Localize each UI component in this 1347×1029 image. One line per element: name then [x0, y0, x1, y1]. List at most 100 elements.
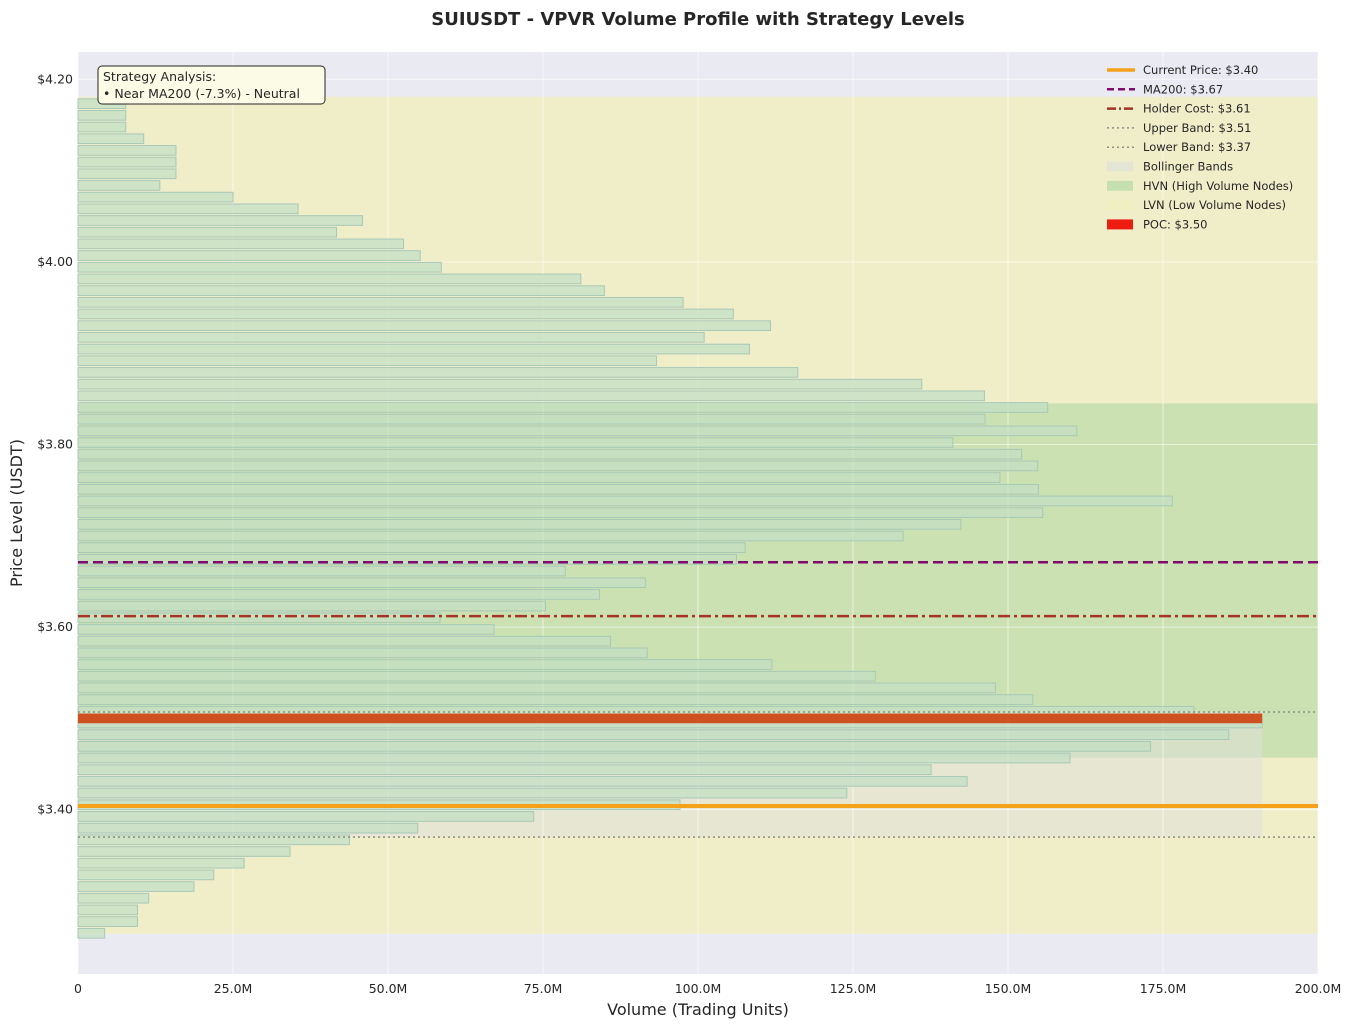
volume-bar [77, 752, 1071, 764]
y-tick-label: $3.40 [37, 802, 73, 817]
legend-label: Current Price: $3.40 [1143, 63, 1258, 77]
volume-bar [77, 343, 750, 355]
volume-bar [77, 740, 1152, 752]
volume-bar [77, 413, 986, 425]
volume-bar [77, 285, 605, 296]
volume-bar [77, 507, 1044, 518]
volume-bar [77, 156, 177, 168]
volume-bar [77, 168, 177, 180]
volume-bar [77, 565, 566, 577]
volume-bar [77, 635, 612, 647]
volume-bar [77, 273, 582, 285]
annotation-line: Strategy Analysis: [103, 69, 216, 84]
volume-bar [77, 191, 234, 203]
volume-bar [77, 869, 215, 881]
volume-bar [77, 542, 746, 554]
legend-swatch [1107, 219, 1133, 230]
volume-bar [77, 367, 799, 378]
y-axis-label: Price Level (USDT) [7, 439, 26, 587]
volume-bar [77, 308, 734, 320]
legend-swatch [1107, 180, 1133, 191]
volume-bar [77, 857, 245, 869]
volume-bar [77, 320, 772, 332]
volume-bar [77, 226, 338, 238]
volume-bar [77, 530, 904, 542]
volume-bar [77, 378, 923, 390]
legend-swatch [1107, 161, 1133, 172]
chart-title: SUIUSDT - VPVR Volume Profile with Strat… [431, 9, 965, 30]
volume-bar [77, 589, 600, 600]
x-tick-label: 125.0M [830, 981, 877, 996]
volume-bar [77, 892, 150, 904]
volume-bar [77, 729, 1230, 740]
x-tick-label: 75.0M [524, 981, 563, 996]
volume-bar [77, 682, 997, 694]
volume-bar [77, 332, 705, 343]
volume-bar [77, 483, 1039, 495]
legend-label: POC: $3.50 [1143, 217, 1207, 231]
volume-bar [77, 927, 106, 939]
x-axis-ticks: 0 25.0M 50.0M 75.0M 100.0M 125.0M 150.0M 175.0M… [74, 981, 1341, 996]
x-tick-label: 150.0M [985, 981, 1032, 996]
poc-bar [78, 713, 1263, 724]
legend-swatch [1107, 200, 1133, 211]
legend-label: Bollinger Bands [1143, 160, 1233, 174]
legend-label: Lower Band: $3.37 [1143, 140, 1251, 154]
volume-bar [77, 811, 535, 822]
volume-bars [77, 98, 1263, 939]
annotation-box [97, 65, 326, 105]
volume-bar [77, 133, 145, 145]
legend-label: LVN (Low Volume Nodes) [1143, 198, 1286, 212]
volume-bar [77, 694, 1034, 705]
y-tick-label: $3.60 [37, 619, 73, 634]
volume-bar [77, 250, 421, 261]
volume-bar [77, 916, 139, 927]
legend: Current Price: $3.40 MA200: $3.67 Holder C… [1107, 63, 1293, 231]
volume-bar [77, 834, 351, 846]
volume-bar [77, 577, 646, 589]
volume-bar [77, 180, 161, 191]
volume-bar [77, 355, 657, 367]
volume-bar [77, 554, 737, 565]
x-tick-label: 0 [74, 981, 82, 996]
volume-bar [77, 612, 441, 624]
volume-bar [77, 776, 968, 787]
volume-bar [77, 296, 684, 308]
volume-bar [77, 437, 954, 448]
x-tick-label: 175.0M [1140, 981, 1187, 996]
y-axis-ticks: $3.40 $3.60 $3.80 $4.00 $4.20 [37, 71, 73, 816]
legend-label: MA200: $3.67 [1143, 82, 1223, 96]
volume-bar [77, 904, 139, 916]
annotation-line: • Near MA200 (-7.3%) - Neutral [103, 86, 300, 101]
volume-bar [77, 600, 546, 612]
volume-bar [77, 121, 127, 133]
volume-bar [77, 390, 985, 402]
volume-bar [77, 670, 876, 682]
volume-bar [77, 203, 299, 215]
volume-bar [77, 647, 648, 659]
volume-bar [77, 460, 1039, 472]
volume-bar [77, 495, 1173, 507]
volume-bar [77, 402, 1049, 413]
y-tick-label: $4.00 [37, 254, 73, 269]
volume-bar [77, 822, 419, 834]
x-tick-label: 50.0M [369, 981, 408, 996]
level-lines [78, 561, 1318, 838]
y-tick-label: $4.20 [37, 71, 73, 86]
volume-bar [77, 787, 848, 799]
volume-bar [77, 659, 773, 670]
y-tick-label: $3.80 [37, 437, 73, 452]
volume-bar [77, 238, 404, 250]
legend-label: Holder Cost: $3.61 [1143, 102, 1251, 116]
volume-bar [77, 448, 1023, 460]
volume-bar [77, 472, 1001, 483]
x-axis-label: Volume (Trading Units) [607, 1000, 789, 1019]
volume-bar [77, 846, 291, 857]
volume-bar [77, 145, 177, 156]
volume-bar [77, 261, 442, 273]
volume-bar [77, 624, 495, 635]
legend-label: HVN (High Volume Nodes) [1143, 179, 1293, 193]
legend-label: Upper Band: $3.51 [1143, 121, 1251, 135]
volume-bar [77, 764, 932, 776]
